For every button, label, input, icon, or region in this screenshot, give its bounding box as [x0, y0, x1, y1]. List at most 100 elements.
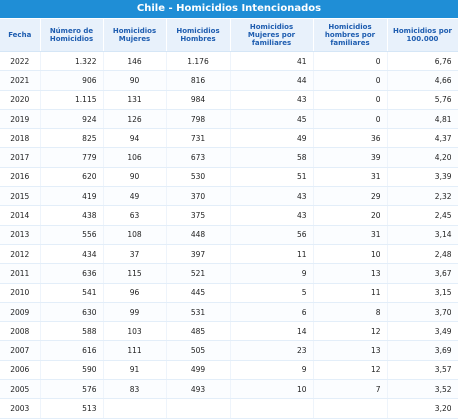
table-cell: 6,76 [387, 51, 458, 72]
table-cell: 3,67 [387, 263, 458, 284]
table-cell: 2019 [0, 109, 41, 130]
header-row: Fecha Número de Homicidios Homicidios Mu… [0, 19, 458, 52]
table-cell: 3,14 [387, 225, 458, 245]
table-cell: 2012 [0, 244, 41, 265]
table-row: 2020 1.115 131 984 43 0 5,76 [0, 90, 458, 110]
table-row: 2012 434 37 397 11 10 2,48 [0, 244, 458, 265]
table-cell: 131 [103, 90, 167, 110]
table-cell: 2009 [0, 302, 41, 323]
table-cell: 91 [103, 360, 167, 381]
table-cell: 14 [230, 321, 314, 342]
table-row: 2009 630 99 531 6 8 3,70 [0, 302, 458, 323]
table-cell: 630 [40, 302, 104, 323]
table-cell: 56 [230, 225, 314, 245]
table-cell: 445 [166, 283, 231, 303]
table-row: 2008 588 103 485 14 12 3,49 [0, 321, 458, 342]
table-cell: 11 [313, 283, 388, 303]
table-cell: 513 [40, 398, 104, 419]
header-hombres-por-familiares: Homicidios hombres por familiares [313, 19, 388, 52]
table-cell: 2007 [0, 340, 41, 361]
table-cell: 5,76 [387, 90, 458, 110]
table-cell: 3,39 [387, 167, 458, 188]
table-row: 2010 541 96 445 5 11 3,15 [0, 283, 458, 303]
table-cell: 13 [313, 340, 388, 361]
table-row: 2022 1.322 146 1.176 41 0 6,76 [0, 51, 458, 72]
table-cell: 11 [230, 244, 314, 265]
table-cell: 499 [166, 360, 231, 381]
table-cell: 1.176 [166, 51, 231, 72]
table-cell: 126 [103, 109, 167, 130]
table-title: Chile - Homicidios Intencionados [0, 0, 458, 19]
table-cell: 2018 [0, 128, 41, 149]
table-cell: 2017 [0, 147, 41, 168]
table-cell: 146 [103, 51, 167, 72]
table-cell: 1.115 [40, 90, 104, 110]
table-cell: 434 [40, 244, 104, 265]
table-cell: 731 [166, 128, 231, 149]
table-cell: 2,32 [387, 186, 458, 207]
table-cell [166, 398, 231, 419]
table-cell: 616 [40, 340, 104, 361]
header-homicidios-hombres: Homicidios Hombres [166, 19, 231, 52]
table-cell: 29 [313, 186, 388, 207]
table-row: 2019 924 126 798 45 0 4,81 [0, 109, 458, 130]
header-numero-homicidios: Número de Homicidios [40, 19, 104, 52]
table-cell: 43 [230, 205, 314, 226]
table-cell: 2010 [0, 283, 41, 303]
header-homicidios-mujeres: Homicidios Mujeres [103, 19, 167, 52]
table-cell: 521 [166, 263, 231, 284]
table-cell: 485 [166, 321, 231, 342]
table-cell: 493 [166, 379, 231, 400]
table-cell: 816 [166, 70, 231, 91]
table-cell: 2021 [0, 70, 41, 91]
table-cell [103, 398, 167, 419]
table-cell: 590 [40, 360, 104, 381]
table-cell: 43 [230, 186, 314, 207]
table-cell: 103 [103, 321, 167, 342]
table-cell: 4,20 [387, 147, 458, 168]
table-cell: 106 [103, 147, 167, 168]
table-cell: 375 [166, 205, 231, 226]
table-cell: 0 [313, 51, 388, 72]
table-cell: 2011 [0, 263, 41, 284]
table-cell: 8 [313, 302, 388, 323]
table-cell: 2022 [0, 51, 41, 72]
table-cell: 83 [103, 379, 167, 400]
table-cell [230, 398, 314, 419]
table-cell: 49 [230, 128, 314, 149]
table-row: 2013 556 108 448 56 31 3,14 [0, 225, 458, 245]
table-cell [313, 398, 388, 419]
table-row: 2016 620 90 530 51 31 3,39 [0, 167, 458, 188]
table-cell: 9 [230, 360, 314, 381]
table-cell: 36 [313, 128, 388, 149]
table-row: 2015 419 49 370 43 29 2,32 [0, 186, 458, 207]
table-cell: 2,48 [387, 244, 458, 265]
table-cell: 531 [166, 302, 231, 323]
table-cell: 99 [103, 302, 167, 323]
table-cell: 4,37 [387, 128, 458, 149]
table-cell: 798 [166, 109, 231, 130]
table-cell: 924 [40, 109, 104, 130]
table-cell: 556 [40, 225, 104, 245]
table-cell: 1.322 [40, 51, 104, 72]
table-cell: 3,69 [387, 340, 458, 361]
table-cell: 4,81 [387, 109, 458, 130]
table-cell: 45 [230, 109, 314, 130]
table-cell: 63 [103, 205, 167, 226]
table-cell: 115 [103, 263, 167, 284]
header-mujeres-por-familiares: Homicidios Mujeres por familiares [230, 19, 314, 52]
table-cell: 94 [103, 128, 167, 149]
table-cell: 5 [230, 283, 314, 303]
table-cell: 31 [313, 167, 388, 188]
table-cell: 4,66 [387, 70, 458, 91]
table-cell: 448 [166, 225, 231, 245]
table-cell: 530 [166, 167, 231, 188]
table-row: 2014 438 63 375 43 20 2,45 [0, 205, 458, 226]
table-row: 2018 825 94 731 49 36 4,37 [0, 128, 458, 149]
table-row: 2003 513 3,20 [0, 398, 458, 419]
table-cell: 10 [230, 379, 314, 400]
table-cell: 2014 [0, 205, 41, 226]
table-cell: 58 [230, 147, 314, 168]
table-cell: 9 [230, 263, 314, 284]
table-cell: 13 [313, 263, 388, 284]
